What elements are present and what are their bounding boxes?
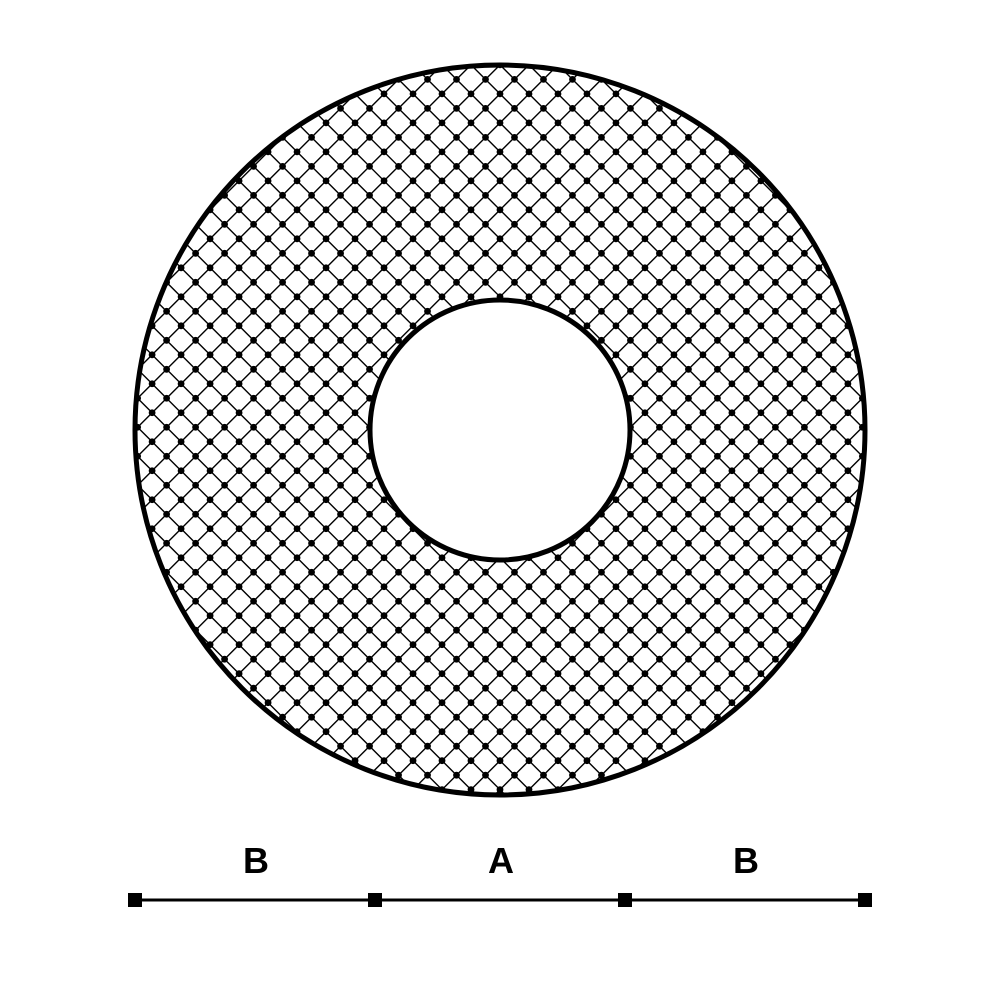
dimension-label-b-left: B	[243, 840, 269, 882]
dimension-label-a: A	[488, 840, 514, 882]
dimension-label-b-right: B	[733, 840, 759, 882]
